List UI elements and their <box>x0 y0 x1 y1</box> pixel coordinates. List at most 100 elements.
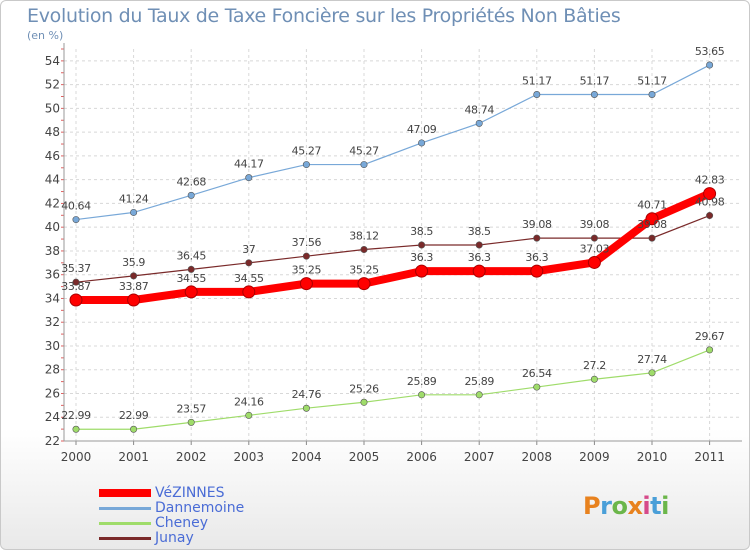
x-tick-label: 2002 <box>176 450 207 464</box>
data-label-junay: 39.08 <box>522 218 552 231</box>
x-tick-label: 2007 <box>464 450 495 464</box>
x-tick-label: 2006 <box>406 450 437 464</box>
data-label-cheney: 25.89 <box>407 375 437 388</box>
data-label-vezinnes: 35.25 <box>292 264 322 277</box>
data-label-vezinnes: 34.55 <box>176 272 206 285</box>
logo-letter: P <box>583 492 601 520</box>
data-label-vezinnes: 35.25 <box>349 264 379 277</box>
data-point-vezinnes <box>472 264 486 278</box>
data-point-dannemoine <box>418 139 426 147</box>
data-label-junay: 38.5 <box>468 225 491 238</box>
data-label-dannemoine: 44.17 <box>234 158 264 171</box>
y-tick-label: 22 <box>45 434 60 448</box>
data-point-cheney <box>72 425 80 433</box>
data-label-vezinnes: 36.3 <box>468 251 491 264</box>
y-tick-label: 46 <box>45 149 60 163</box>
data-point-vezinnes <box>299 277 313 291</box>
data-label-dannemoine: 48.74 <box>464 103 494 116</box>
data-label-dannemoine: 47.09 <box>407 123 437 136</box>
data-label-junay: 37 <box>242 243 256 256</box>
data-point-cheney <box>590 375 598 383</box>
data-point-dannemoine <box>533 90 541 98</box>
logo-letter: x <box>627 492 643 520</box>
data-point-cheney <box>475 391 483 399</box>
data-label-cheney: 29.67 <box>695 330 725 343</box>
data-label-dannemoine: 45.27 <box>349 145 379 158</box>
data-point-dannemoine <box>360 161 368 169</box>
x-tick-label: 2011 <box>694 450 725 464</box>
logo-letter: o <box>611 492 628 520</box>
data-label-dannemoine: 51.17 <box>522 74 552 87</box>
legend-label: Dannemoine <box>155 500 245 516</box>
data-label-dannemoine: 53.65 <box>695 45 725 58</box>
data-label-vezinnes: 36.3 <box>410 251 433 264</box>
y-tick-label: 50 <box>45 101 60 115</box>
legend-label: VéZINNES <box>155 485 225 501</box>
data-point-cheney <box>360 398 368 406</box>
data-label-vezinnes: 36.3 <box>525 251 548 264</box>
data-label-dannemoine: 51.17 <box>637 74 667 87</box>
data-point-dannemoine <box>706 61 714 69</box>
data-point-junay <box>533 234 541 242</box>
data-point-junay <box>418 241 426 249</box>
data-point-junay <box>590 234 598 242</box>
data-label-junay: 35.9 <box>122 256 145 269</box>
data-point-vezinnes <box>703 187 717 201</box>
data-label-vezinnes: 34.55 <box>234 272 264 285</box>
logo-letter: t <box>650 492 662 520</box>
data-label-vezinnes: 33.87 <box>61 280 91 293</box>
y-tick-label: 24 <box>45 410 60 424</box>
data-label-junay: 38.5 <box>410 225 433 238</box>
legend-swatch <box>99 537 151 540</box>
y-tick-label: 36 <box>45 268 60 282</box>
y-tick-label: 30 <box>45 339 60 353</box>
x-tick-label: 2001 <box>118 450 149 464</box>
series-line-cheney <box>76 349 710 430</box>
data-point-cheney <box>187 418 195 426</box>
legend-label: Junay <box>155 530 194 546</box>
data-point-dannemoine <box>475 119 483 127</box>
x-tick-label: 2000 <box>61 450 92 464</box>
data-label-dannemoine: 51.17 <box>580 74 610 87</box>
x-tick-label: 2010 <box>637 450 668 464</box>
data-label-junay: 38.12 <box>349 230 379 243</box>
y-tick-label: 26 <box>45 386 60 400</box>
y-tick-label: 40 <box>45 220 60 234</box>
data-point-dannemoine <box>187 191 195 199</box>
data-point-cheney <box>130 425 138 433</box>
y-tick-label: 34 <box>45 291 60 305</box>
data-label-cheney: 24.76 <box>292 388 322 401</box>
x-tick-label: 2003 <box>234 450 265 464</box>
data-point-vezinnes <box>645 212 659 226</box>
data-label-vezinnes: 37.03 <box>580 242 610 255</box>
data-point-cheney <box>533 383 541 391</box>
data-label-cheney: 24.16 <box>234 395 264 408</box>
data-point-vezinnes <box>127 293 141 307</box>
y-tick-label: 48 <box>45 125 60 139</box>
data-label-junay: 39.08 <box>637 218 667 231</box>
data-label-junay: 37.56 <box>292 236 322 249</box>
y-tick-label: 38 <box>45 244 60 258</box>
data-point-junay <box>245 259 253 267</box>
data-label-cheney: 25.26 <box>349 382 379 395</box>
data-label-cheney: 22.99 <box>119 409 149 422</box>
data-label-junay: 35.37 <box>61 262 91 275</box>
data-label-vezinnes: 42.83 <box>695 174 725 187</box>
data-point-vezinnes <box>69 293 83 307</box>
data-point-junay <box>187 265 195 273</box>
data-point-junay <box>706 212 714 220</box>
data-point-junay <box>360 246 368 254</box>
x-tick-label: 2008 <box>522 450 553 464</box>
legend-swatch <box>99 507 151 510</box>
data-point-dannemoine <box>648 90 656 98</box>
data-point-cheney <box>648 369 656 377</box>
y-tick-label: 44 <box>45 173 60 187</box>
x-tick-label: 2005 <box>349 450 380 464</box>
data-point-vezinnes <box>530 264 544 278</box>
data-point-junay <box>475 241 483 249</box>
series-line-vezinnes <box>72 189 714 304</box>
data-point-vezinnes <box>415 264 429 278</box>
data-point-vezinnes <box>357 277 371 291</box>
